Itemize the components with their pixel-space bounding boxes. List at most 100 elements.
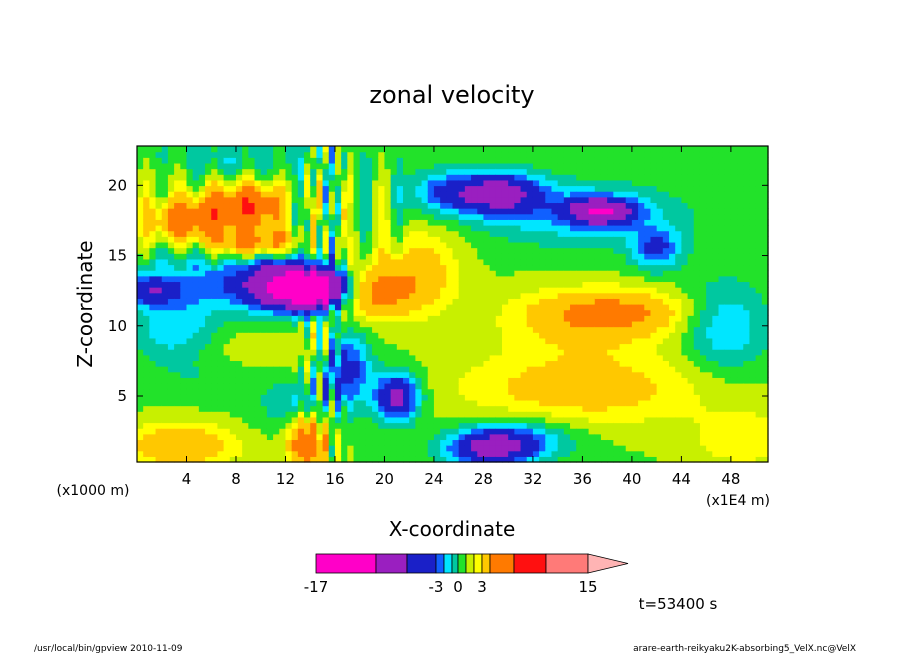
heatmap-cell <box>180 450 188 457</box>
heatmap-cell <box>520 416 528 424</box>
heatmap-cell <box>186 377 194 384</box>
heatmap-cell <box>279 270 287 277</box>
heatmap-cell <box>532 253 540 260</box>
heatmap-cell <box>526 157 534 164</box>
heatmap-cell <box>539 394 546 401</box>
heatmap-cell <box>545 377 553 384</box>
heatmap-cell <box>526 360 534 367</box>
heatmap-cell <box>186 146 194 153</box>
heatmap-cell <box>365 202 373 209</box>
heatmap-cell <box>322 208 330 215</box>
heatmap-cell <box>266 162 274 170</box>
heatmap-cell <box>489 320 497 328</box>
heatmap-cell <box>310 292 318 299</box>
heatmap-cell <box>650 230 658 237</box>
heatmap-cell <box>551 445 559 452</box>
heatmap-cell <box>514 445 522 452</box>
heatmap-cell <box>304 366 311 373</box>
heatmap-cell <box>143 264 150 271</box>
heatmap-cell <box>372 394 379 401</box>
heatmap-cell <box>242 405 249 412</box>
heatmap-cell <box>675 208 682 215</box>
heatmap-cell <box>675 179 682 187</box>
heatmap-cell <box>495 287 503 294</box>
heatmap-cell <box>322 202 330 209</box>
heatmap-cell <box>619 411 627 418</box>
heatmap-cell <box>501 270 509 277</box>
heatmap-cell <box>174 411 181 418</box>
heatmap-cell <box>532 219 540 226</box>
heatmap-cell <box>600 241 608 249</box>
heatmap-cell <box>390 309 398 316</box>
heatmap-cell <box>675 445 682 452</box>
heatmap-cell <box>607 162 614 170</box>
heatmap-cell <box>390 162 398 170</box>
heatmap-cell <box>347 337 355 345</box>
heatmap-cell <box>508 377 515 384</box>
heatmap-cell <box>607 320 614 328</box>
heatmap-cell <box>273 298 280 305</box>
heatmap-cell <box>403 315 410 322</box>
heatmap-cell <box>582 360 590 367</box>
heatmap-cell <box>625 202 633 209</box>
heatmap-cell <box>378 275 386 283</box>
heatmap-cell <box>650 383 658 390</box>
heatmap-cell <box>570 151 577 158</box>
heatmap-cell <box>161 422 169 429</box>
heatmap-cell <box>229 366 237 373</box>
heatmap-cell <box>353 179 361 187</box>
heatmap-cell <box>600 264 608 271</box>
heatmap-cell <box>600 151 608 158</box>
heatmap-cell <box>594 264 602 271</box>
heatmap-cell <box>409 253 416 260</box>
heatmap-cell <box>551 337 559 345</box>
heatmap-cell <box>266 445 274 452</box>
heatmap-cell <box>421 162 429 170</box>
heatmap-cell <box>217 399 225 407</box>
heatmap-cell <box>446 258 454 266</box>
heatmap-cell <box>409 236 416 243</box>
heatmap-cell <box>638 377 645 384</box>
heatmap-cell <box>557 292 565 299</box>
heatmap-cell <box>520 428 528 435</box>
heatmap-cell <box>638 388 645 395</box>
heatmap-cell <box>656 264 664 271</box>
heatmap-cell <box>607 411 614 418</box>
heatmap-cell <box>328 399 336 407</box>
heatmap-cell <box>662 377 670 384</box>
heatmap-cell <box>285 450 293 457</box>
heatmap-cell <box>415 264 423 271</box>
heatmap-cell <box>260 230 268 237</box>
heatmap-cell <box>235 315 243 322</box>
heatmap-cell <box>600 247 608 254</box>
heatmap-cell <box>347 416 355 424</box>
heatmap-cell <box>167 151 175 158</box>
heatmap-cell <box>198 247 206 254</box>
heatmap-cell <box>588 337 596 345</box>
heatmap-cell <box>545 287 553 294</box>
heatmap-cell <box>384 354 392 362</box>
heatmap-cell <box>427 241 435 249</box>
heatmap-cell <box>675 388 682 395</box>
heatmap-cell <box>365 371 373 378</box>
heatmap-cell <box>273 309 280 316</box>
heatmap-cell <box>625 394 633 401</box>
heatmap-cell <box>501 179 509 187</box>
heatmap-cell <box>279 264 287 271</box>
heatmap-cell <box>551 247 559 254</box>
heatmap-cell <box>192 258 200 266</box>
heatmap-cell <box>452 422 460 429</box>
heatmap-cell <box>353 258 361 266</box>
heatmap-cell <box>310 388 318 395</box>
heatmap-cell <box>149 292 157 299</box>
heatmap-cell <box>433 366 441 373</box>
heatmap-cell <box>174 399 181 407</box>
heatmap-cell <box>489 230 497 237</box>
heatmap-cell <box>415 208 423 215</box>
heatmap-cell <box>372 315 379 322</box>
heatmap-cell <box>248 309 256 316</box>
heatmap-cell <box>137 208 144 215</box>
heatmap-cell <box>681 208 689 215</box>
heatmap-cell <box>526 298 534 305</box>
heatmap-cell <box>155 439 163 446</box>
